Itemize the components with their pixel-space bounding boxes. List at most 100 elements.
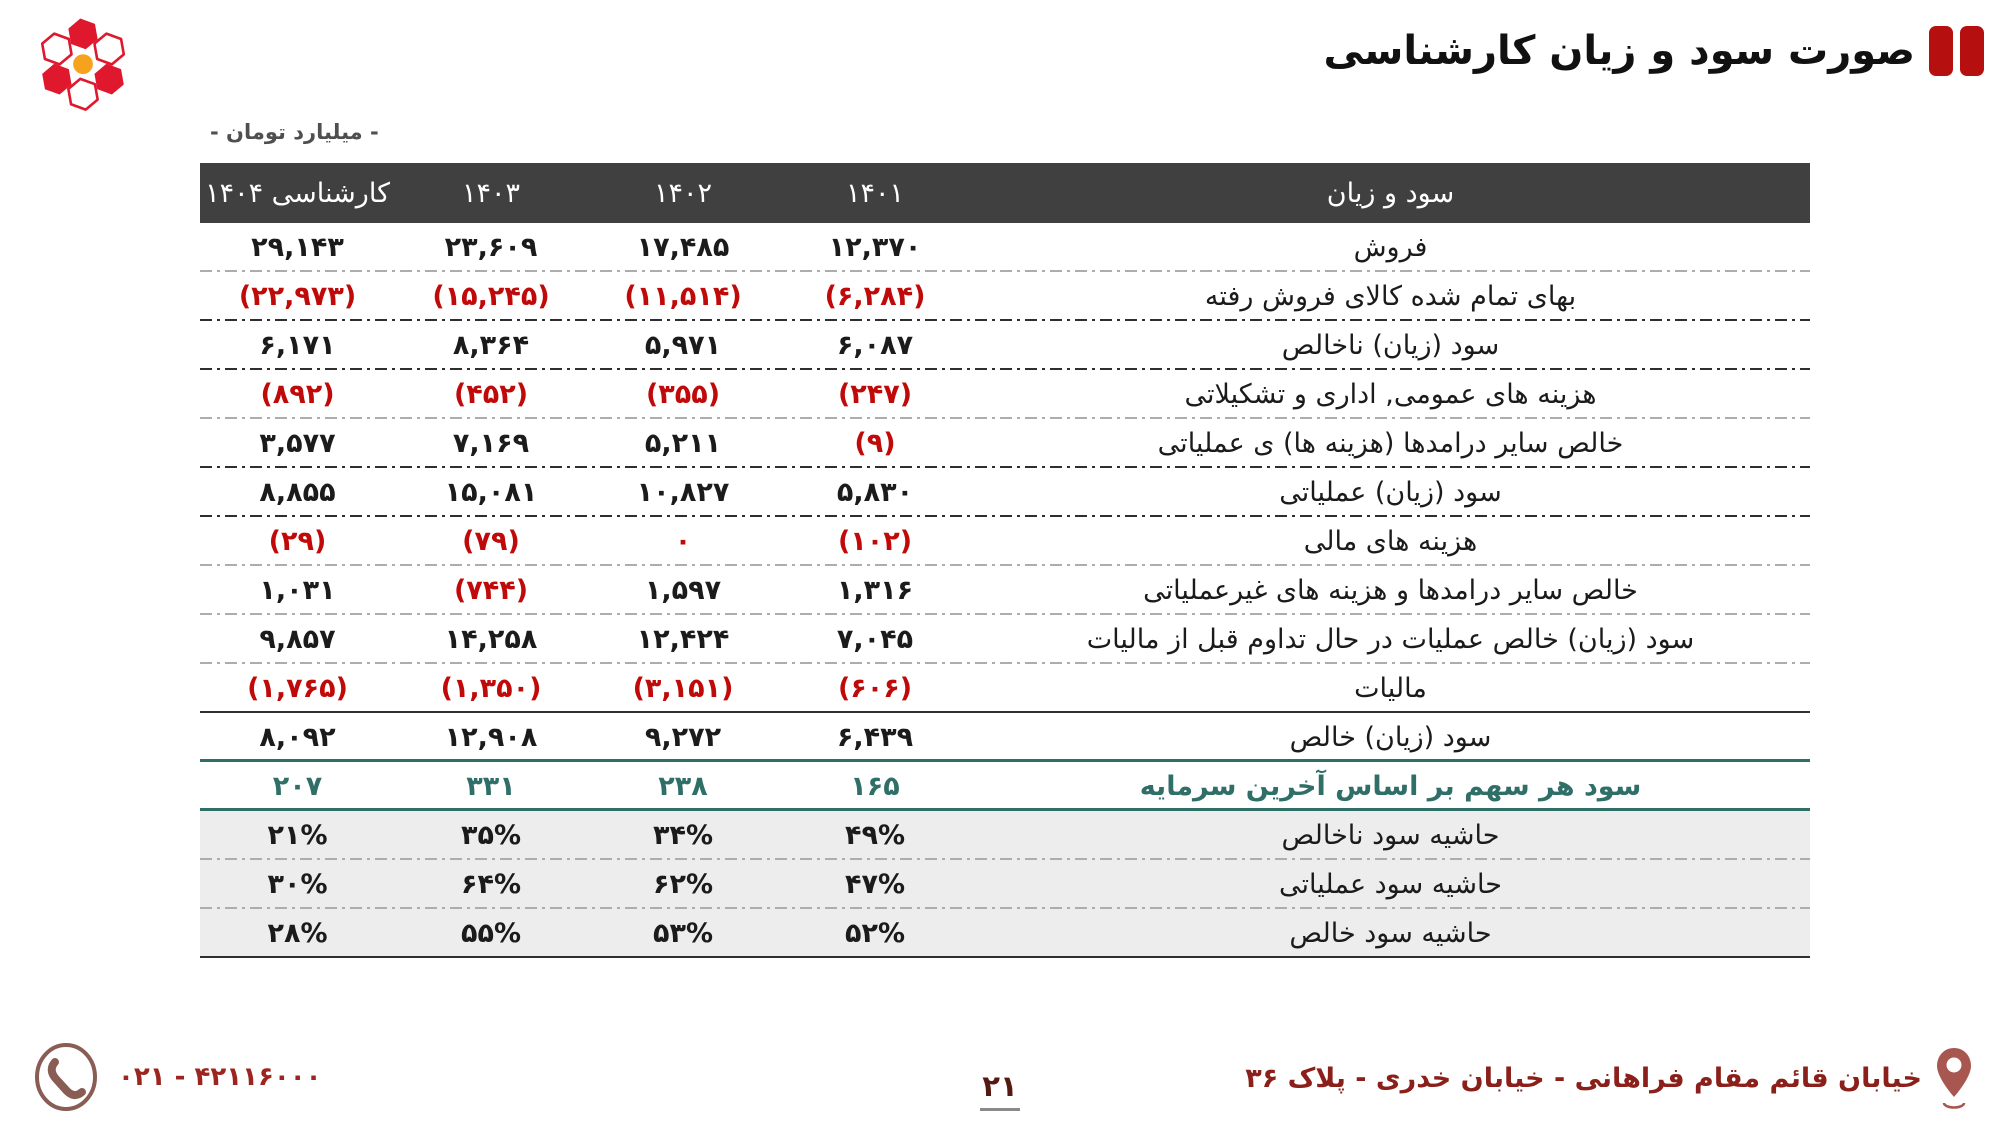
table-row: ۸,۸۵۵ ۱۵,۰۸۱ ۱۰,۸۲۷ ۵,۸۳۰ سود (زیان) عمل… [200, 468, 1810, 517]
value-1404: ۲۸% [267, 918, 328, 949]
title-accent-bars-icon [1929, 26, 1984, 76]
value-1402: ۱,۵۹۷ [644, 575, 722, 606]
value-1403: (۷۹) [462, 526, 520, 557]
value-1403: ۵۵% [460, 918, 521, 949]
unit-label: - میلیارد تومان - [210, 120, 379, 144]
phone-icon [35, 1043, 97, 1111]
table-row: (۲۲,۹۷۳) (۱۵,۲۴۵) (۱۱,۵۱۴) (۶,۲۸۴) بهای … [200, 272, 1810, 321]
row-label: هزینه های عمومی, اداری و تشکیلاتی [1184, 379, 1597, 410]
value-1404: ۲۱% [267, 820, 328, 851]
col-header-label: سود و زیان [1326, 177, 1455, 209]
value-1404: ۲۹,۱۴۳ [251, 232, 344, 263]
table-row: ۱,۰۳۱ (۷۴۴) ۱,۵۹۷ ۱,۳۱۶ خالص سایر درامده… [200, 566, 1810, 615]
page-number-underline [980, 1108, 1020, 1111]
table-row: (۱,۷۶۵) (۱,۳۵۰) (۳,۱۵۱) (۶۰۶) مالیات [200, 664, 1810, 713]
col-header-1402: ۱۴۰۲ [653, 177, 712, 209]
row-label: هزینه های مالی [1303, 526, 1478, 557]
value-1403: ۱۵,۰۸۱ [444, 477, 538, 508]
value-1401: ۱۶۵ [850, 771, 900, 802]
value-1401: (۲۴۷) [837, 379, 913, 410]
page-number: ۲۱ [962, 1069, 1038, 1111]
value-1401: ۱,۳۱۶ [836, 575, 914, 606]
row-label: خالص سایر درامدها (هزینه ها) ی عملیاتی [1157, 428, 1624, 459]
value-1404: ۹,۸۵۷ [259, 624, 336, 655]
row-label: حاشیه سود خالص [1289, 918, 1492, 949]
value-1403: (۷۴۴) [453, 575, 529, 606]
value-1402: ۵۳% [652, 918, 713, 949]
value-1402: (۳,۱۵۱) [632, 673, 734, 704]
value-1403: ۶۴% [460, 869, 521, 900]
table-header-row: کارشناسی ۱۴۰۴ ۱۴۰۳ ۱۴۰۲ ۱۴۰۱ سود و زیان [200, 163, 1810, 223]
row-label: سود (زیان) خالص عملیات در حال تداوم قبل … [1086, 624, 1695, 655]
footer-address: خیابان قائم مقام فراهانی - خیابان خدری -… [1245, 1045, 1974, 1111]
company-logo-icon [40, 18, 126, 111]
table-row: ۳,۵۷۷ ۷,۱۶۹ ۵,۲۱۱ (۹) خالص سایر درامدها … [200, 419, 1810, 468]
value-1402: ۲۳۸ [658, 771, 708, 802]
value-1401: (۹) [854, 428, 896, 459]
value-1402: ۱۷,۴۸۵ [636, 232, 730, 263]
value-1403: ۳۳۱ [466, 771, 516, 802]
value-1402: ۵,۲۱۱ [644, 428, 722, 459]
value-1404: (۸۹۲) [260, 379, 335, 410]
value-1403: (۱۵,۲۴۵) [432, 281, 550, 312]
col-header-1403: ۱۴۰۳ [461, 177, 520, 209]
value-1404: ۸,۰۹۲ [259, 722, 336, 753]
row-label: سود (زیان) خالص [1289, 722, 1492, 753]
row-label: سود (زیان) عملیاتی [1279, 477, 1502, 508]
value-1401: ۱۲,۳۷۰ [828, 232, 922, 263]
value-1404: ۸,۸۵۵ [259, 477, 336, 508]
value-1401: ۵,۸۳۰ [836, 477, 914, 508]
page-number-text: ۲۱ [982, 1069, 1018, 1103]
table-row-eps: ۲۰۷ ۳۳۱ ۲۳۸ ۱۶۵ سود هر سهم بر اساس آخرین… [200, 762, 1810, 811]
value-1403: (۱,۳۵۰) [440, 673, 542, 704]
location-pin-icon [1937, 1048, 1971, 1109]
value-1401: ۶,۰۸۷ [836, 330, 914, 361]
value-1404: ۱,۰۳۱ [259, 575, 336, 606]
value-1402: ۵,۹۷۱ [644, 330, 722, 361]
page-title: صورت سود و زیان کارشناسی [1323, 28, 1915, 74]
table-row: (۸۹۲) (۴۵۲) (۳۵۵) (۲۴۷) هزینه های عمومی,… [200, 370, 1810, 419]
value-1404: ۳,۵۷۷ [259, 428, 336, 459]
value-1404: ۶,۱۷۱ [259, 330, 336, 361]
table-row: (۲۹) (۷۹) ۰ (۱۰۲) هزینه های مالی [200, 517, 1810, 566]
phone-number: ۰۲۱ - ۴۲۱۱۶۰۰۰ [118, 1062, 322, 1092]
value-1403: ۳۵% [460, 820, 521, 851]
value-1402: ۶۲% [652, 869, 713, 900]
value-1403: (۴۵۲) [453, 379, 529, 410]
slide-header: صورت سود و زیان کارشناسی [1324, 26, 1984, 76]
value-1404: (۲۲,۹۷۳) [238, 281, 357, 312]
value-1401: ۵۲% [844, 918, 905, 949]
value-1404: (۱,۷۶۵) [247, 673, 348, 704]
value-1404: ۳۰% [267, 869, 328, 900]
table-row: ۲۹,۱۴۳ ۲۳,۶۰۹ ۱۷,۴۸۵ ۱۲,۳۷۰ فروش [200, 223, 1810, 272]
value-1403: ۸,۳۶۴ [452, 330, 530, 361]
table-row: ۸,۰۹۲ ۱۲,۹۰۸ ۹,۲۷۲ ۶,۴۳۹ سود (زیان) خالص [200, 713, 1810, 762]
value-1403: ۷,۱۶۹ [452, 428, 530, 459]
row-label: سود هر سهم بر اساس آخرین سرمایه [1139, 771, 1642, 802]
value-1401: (۶,۲۸۴) [824, 281, 926, 312]
value-1404: ۲۰۷ [272, 771, 323, 802]
value-1401: (۶۰۶) [837, 673, 913, 704]
col-header-1401: ۱۴۰۱ [845, 177, 904, 209]
value-1402: ۹,۲۷۲ [644, 722, 722, 753]
table-row-margin: ۲۸% ۵۵% ۵۳% ۵۲% حاشیه سود خالص [200, 909, 1810, 958]
row-label: بهای تمام شده کالای فروش رفته [1204, 281, 1577, 312]
value-1402: ۱۲,۴۲۴ [636, 624, 730, 655]
row-label: سود (زیان) ناخالص [1281, 330, 1500, 361]
value-1403: ۱۴,۲۵۸ [444, 624, 538, 655]
value-1402: ۰ [674, 526, 692, 557]
value-1401: ۴۷% [844, 869, 905, 900]
value-1401: ۶,۴۳۹ [836, 722, 914, 753]
row-label: حاشیه سود ناخالص [1281, 820, 1500, 851]
row-label: فروش [1353, 232, 1428, 263]
table-row-margin: ۲۱% ۳۵% ۳۴% ۴۹% حاشیه سود ناخالص [200, 811, 1810, 860]
value-1403: ۱۲,۹۰۸ [444, 722, 538, 753]
footer-phone: ۰۲۱ - ۴۲۱۱۶۰۰۰ [30, 1041, 321, 1113]
value-1401: ۷,۰۴۵ [836, 624, 914, 655]
value-1402: ۳۴% [652, 820, 713, 851]
row-label: خالص سایر درامدها و هزینه های غیرعملیاتی [1143, 575, 1638, 606]
col-header-expert-1404: کارشناسی ۱۴۰۴ [205, 177, 390, 209]
value-1401: (۱۰۲) [837, 526, 913, 557]
value-1402: (۱۱,۵۱۴) [624, 281, 742, 312]
value-1401: ۴۹% [844, 820, 905, 851]
